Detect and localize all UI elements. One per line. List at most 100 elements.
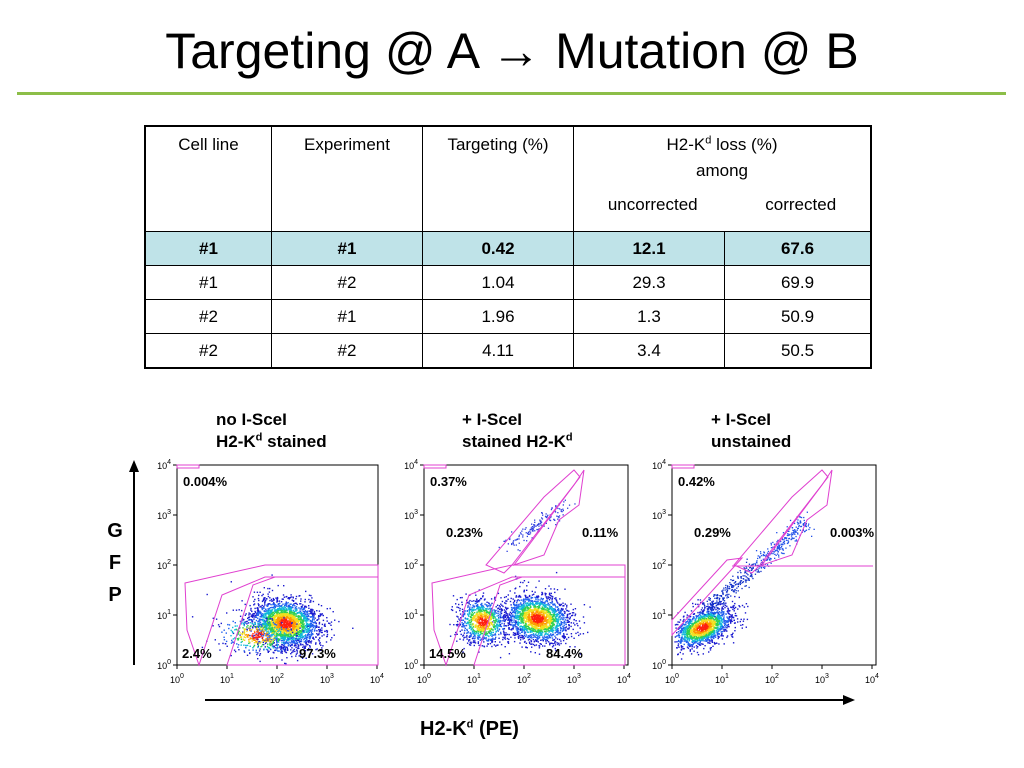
scatter-point bbox=[574, 624, 576, 626]
scatter-point bbox=[524, 609, 526, 611]
scatter-point bbox=[283, 648, 285, 651]
scatter-point bbox=[248, 616, 251, 618]
scatter-point bbox=[524, 613, 526, 616]
scatter-point bbox=[544, 588, 547, 590]
scatter-point bbox=[556, 617, 558, 620]
scatter-point bbox=[548, 618, 551, 620]
scatter-point bbox=[261, 607, 263, 609]
scatter-point bbox=[528, 638, 531, 640]
scatter-point bbox=[259, 611, 261, 614]
scatter-point bbox=[579, 627, 581, 629]
scatter-point bbox=[264, 639, 266, 641]
scatter-point bbox=[540, 622, 542, 624]
scatter-point bbox=[515, 610, 518, 612]
scatter-point bbox=[308, 613, 310, 615]
scatter-point bbox=[239, 632, 241, 634]
scatter-point bbox=[544, 622, 546, 625]
scatter-point bbox=[292, 630, 295, 632]
scatter-point bbox=[500, 612, 503, 614]
scatter-point bbox=[316, 648, 318, 650]
scatter-point bbox=[535, 598, 537, 601]
scatter-point bbox=[534, 652, 536, 654]
scatter-point bbox=[310, 625, 312, 627]
scatter-point bbox=[257, 644, 260, 646]
scatter-point bbox=[515, 603, 517, 606]
scatter-point bbox=[263, 643, 265, 646]
scatter-point bbox=[552, 611, 554, 613]
scatter-point bbox=[515, 621, 518, 624]
scatter-point bbox=[280, 608, 283, 610]
scatter-point bbox=[538, 627, 540, 630]
scatter-point bbox=[542, 604, 544, 606]
panel-2-line1: + I-SceI bbox=[462, 410, 523, 429]
scatter-point bbox=[543, 630, 546, 633]
scatter-point bbox=[532, 627, 534, 630]
scatter-point bbox=[282, 624, 284, 626]
scatter-point bbox=[545, 632, 547, 634]
scatter-point bbox=[474, 600, 477, 602]
scatter-point bbox=[275, 630, 277, 632]
scatter-point bbox=[265, 627, 268, 630]
scatter-point bbox=[279, 606, 281, 608]
scatter-point bbox=[550, 595, 553, 597]
scatter-point bbox=[302, 621, 305, 623]
scatter-point bbox=[307, 632, 310, 635]
scatter-point bbox=[519, 606, 521, 608]
scatter-point bbox=[264, 619, 266, 621]
scatter-point bbox=[462, 635, 464, 637]
scatter-point bbox=[520, 605, 522, 607]
scatter-point bbox=[522, 617, 524, 619]
scatter-point bbox=[248, 614, 250, 616]
scatter-point bbox=[262, 593, 264, 596]
scatter-point bbox=[527, 623, 530, 626]
table-row: #1 #1 0.42 12.1 67.6 bbox=[144, 231, 872, 266]
scatter-point bbox=[518, 594, 520, 597]
scatter-point bbox=[255, 640, 257, 643]
scatter-point bbox=[555, 625, 558, 627]
scatter-point bbox=[534, 636, 537, 638]
scatter-point bbox=[322, 645, 324, 647]
scatter-point bbox=[572, 622, 575, 624]
scatter-point bbox=[274, 626, 276, 629]
scatter-point bbox=[288, 636, 290, 639]
scatter-point bbox=[551, 619, 553, 621]
scatter-point bbox=[309, 601, 311, 603]
scatter-point bbox=[484, 620, 486, 622]
scatter-point bbox=[276, 649, 278, 651]
scatter-point bbox=[240, 623, 243, 625]
scatter-point bbox=[547, 627, 550, 629]
scatter-point bbox=[550, 630, 553, 632]
scatter-point bbox=[301, 626, 304, 628]
scatter-point bbox=[239, 636, 242, 638]
scatter-point bbox=[519, 642, 521, 644]
y-tick-exponent: 1 bbox=[414, 609, 418, 616]
scatter-point bbox=[296, 625, 299, 627]
scatter-point bbox=[539, 616, 541, 618]
scatter-point bbox=[546, 598, 548, 600]
scatter-point bbox=[262, 641, 264, 643]
scatter-point bbox=[239, 620, 242, 623]
scatter-point bbox=[252, 624, 255, 627]
scatter-point bbox=[531, 646, 533, 648]
scatter-point bbox=[291, 632, 293, 635]
scatter-point bbox=[281, 650, 283, 652]
scatter-point bbox=[529, 611, 531, 613]
scatter-point bbox=[522, 604, 525, 606]
scatter-point bbox=[293, 637, 295, 639]
scatter-point bbox=[553, 620, 555, 622]
scatter-point bbox=[285, 608, 288, 610]
scatter-point bbox=[265, 613, 267, 615]
scatter-point bbox=[563, 637, 566, 640]
scatter-point bbox=[544, 619, 546, 621]
scatter-point bbox=[308, 635, 311, 638]
scatter-point bbox=[264, 604, 266, 606]
scatter-point bbox=[279, 602, 281, 604]
scatter-point bbox=[223, 639, 226, 641]
scatter-point bbox=[286, 647, 288, 649]
scatter-point bbox=[528, 598, 530, 600]
scatter-point bbox=[528, 595, 531, 598]
scatter-point bbox=[243, 644, 245, 646]
scatter-point bbox=[258, 618, 261, 620]
scatter-point bbox=[244, 634, 247, 636]
scatter-point bbox=[280, 637, 282, 640]
